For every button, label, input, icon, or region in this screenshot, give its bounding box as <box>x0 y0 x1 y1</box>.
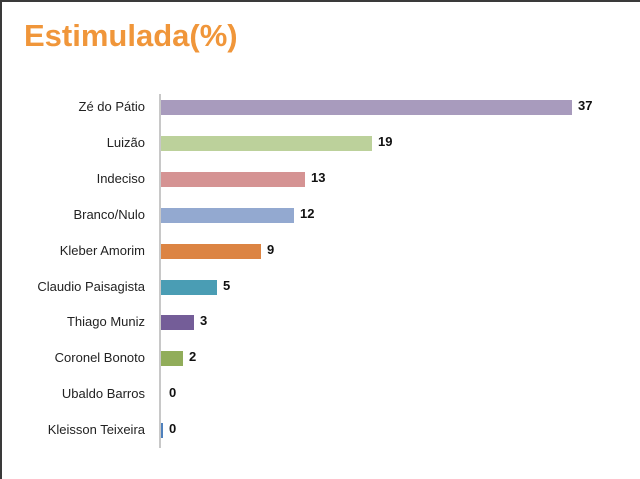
bar <box>161 423 163 439</box>
bar <box>161 351 183 367</box>
bar-label: Coronel Bonoto <box>54 350 145 366</box>
bar <box>161 315 194 331</box>
bar-label: Thiago Muniz <box>66 314 145 330</box>
bar-row: Zé do Pátio 37 <box>0 90 640 126</box>
bar-value-label: 5 <box>223 277 231 293</box>
frame-top-border <box>0 0 640 2</box>
bar-value-label: 12 <box>300 205 315 221</box>
bar-row: Ubaldo Barros 0 <box>0 377 640 413</box>
bar <box>161 171 305 187</box>
bar-label: Luizão <box>106 134 145 150</box>
bar-value-label: 0 <box>169 385 177 401</box>
category-axis-line <box>159 94 161 448</box>
bar-label: Kleisson Teixeira <box>47 422 145 438</box>
bar-row: Coronel Bonoto 2 <box>0 341 640 377</box>
bar-label: Claudio Paisagista <box>37 278 145 294</box>
bar <box>161 100 572 115</box>
bar-value-label: 13 <box>311 169 326 185</box>
frame-left-border <box>0 0 2 479</box>
bar-label: Branco/Nulo <box>73 206 145 222</box>
bar <box>161 279 217 295</box>
bar-value-label: 9 <box>267 241 275 257</box>
bar-row: Kleber Amorim 9 <box>0 234 640 270</box>
bar-value-label: 2 <box>189 349 197 365</box>
bar-value-label: 0 <box>169 421 177 437</box>
bar-label: Kleber Amorim <box>59 242 145 258</box>
bar-value-label: 3 <box>200 313 208 329</box>
bar <box>161 207 294 223</box>
bar-value-label: 19 <box>378 133 393 149</box>
bar-row: Kleisson Teixeira 0 <box>0 413 640 449</box>
bar-row: Thiago Muniz 3 <box>0 305 640 341</box>
bar-row: Branco/Nulo 12 <box>0 198 640 234</box>
bar-row: Claudio Paisagista 5 <box>0 270 640 306</box>
bar-label: Indeciso <box>96 170 145 186</box>
bar <box>161 135 372 151</box>
bar-row: Luizão 19 <box>0 126 640 162</box>
bar-label: Ubaldo Barros <box>61 386 145 402</box>
bar <box>161 243 261 259</box>
chart-title: Estimulada(%) <box>24 18 238 53</box>
bar-value-label: 37 <box>578 98 593 113</box>
bar-row: Indeciso 13 <box>0 162 640 198</box>
bar-label: Zé do Pátio <box>78 99 146 114</box>
